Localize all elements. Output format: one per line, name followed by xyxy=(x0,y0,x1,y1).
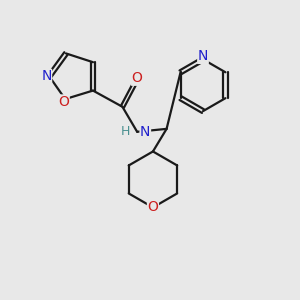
Text: O: O xyxy=(148,200,158,214)
Text: O: O xyxy=(58,95,69,109)
Text: H: H xyxy=(120,125,130,138)
Text: O: O xyxy=(132,71,142,85)
Text: N: N xyxy=(140,125,151,139)
Text: N: N xyxy=(41,69,52,83)
Text: N: N xyxy=(198,50,208,63)
